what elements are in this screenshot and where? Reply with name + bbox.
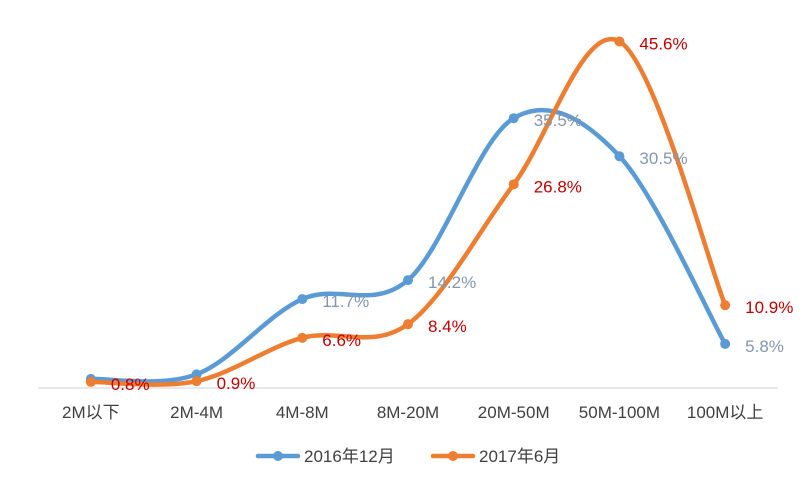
data-label: 0.8% bbox=[111, 375, 150, 394]
x-tick-label: 8M-20M bbox=[377, 403, 439, 422]
legend: 2016年12月 2017年6月 bbox=[255, 447, 560, 466]
x-axis-ticks: 2M以下 2M-4M 4M-8M 8M-20M 20M-50M 50M-100M 100M以… bbox=[62, 403, 763, 422]
data-label: 10.9% bbox=[745, 298, 793, 317]
data-point bbox=[85, 376, 96, 387]
data-label: 8.4% bbox=[428, 317, 467, 336]
data-point bbox=[191, 376, 202, 387]
data-point bbox=[191, 369, 202, 380]
data-label: 6.6% bbox=[322, 331, 361, 350]
data-label: 5.8% bbox=[745, 337, 784, 356]
data-label: 11.7% bbox=[322, 292, 369, 311]
legend-marker bbox=[448, 451, 458, 461]
data-point bbox=[508, 179, 519, 190]
x-tick-label: 2M以下 bbox=[62, 403, 120, 422]
x-tick-label: 2M-4M bbox=[170, 403, 223, 422]
data-label: 14.2% bbox=[428, 273, 476, 292]
data-point bbox=[508, 113, 519, 124]
data-point bbox=[403, 319, 413, 330]
series-points bbox=[85, 36, 731, 387]
data-label: 35.5% bbox=[534, 111, 582, 130]
legend-item-2: 2017年6月 bbox=[430, 447, 560, 466]
series-line-1 bbox=[88, 107, 728, 384]
data-labels: 11.7% 14.2% 35.5% 30.5% 5.8% 0.8% 0.9% 6.6% 8.4%… bbox=[111, 34, 793, 393]
data-label: 26.8% bbox=[534, 177, 582, 196]
x-tick-label: 50M-100M bbox=[579, 403, 660, 422]
series-lines bbox=[88, 36, 728, 387]
data-point bbox=[297, 294, 308, 305]
legend-label: 2017年6月 bbox=[479, 447, 560, 466]
data-point bbox=[614, 36, 625, 47]
series-line-2 bbox=[88, 36, 728, 387]
data-label: 30.5% bbox=[639, 149, 687, 168]
data-point bbox=[614, 151, 625, 162]
legend-marker bbox=[273, 451, 283, 461]
x-tick-label: 100M以上 bbox=[687, 403, 764, 422]
legend-label: 2016年12月 bbox=[304, 447, 395, 466]
data-point bbox=[720, 300, 731, 311]
x-tick-label: 20M-50M bbox=[478, 403, 550, 422]
data-point bbox=[403, 275, 413, 286]
data-label: 45.6% bbox=[639, 34, 687, 53]
x-tick-label: 4M-8M bbox=[276, 403, 329, 422]
legend-item-1: 2016年12月 bbox=[255, 447, 395, 466]
data-point bbox=[720, 338, 731, 349]
data-point bbox=[297, 332, 308, 343]
data-label: 0.9% bbox=[217, 374, 256, 393]
